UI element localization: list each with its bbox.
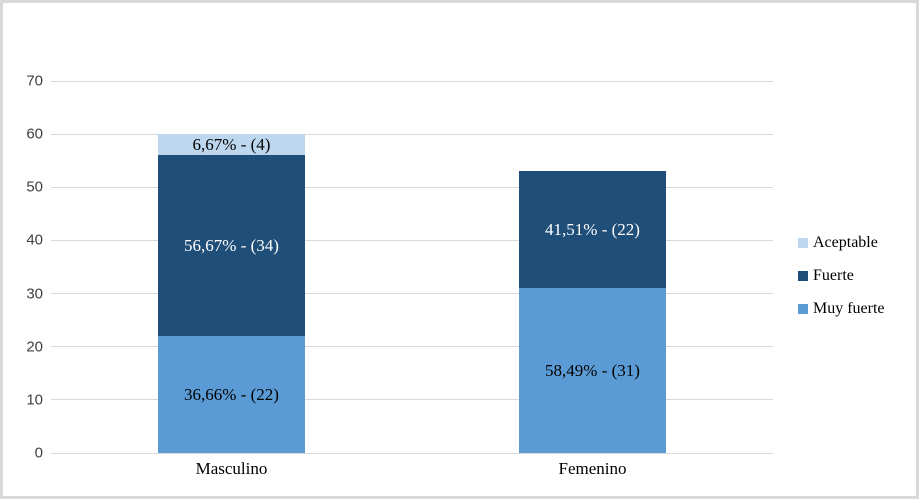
legend-swatch-icon [798, 271, 808, 281]
data-label: 6,67% - (4) [192, 135, 271, 155]
legend: Aceptable Fuerte Muy fuerte [798, 234, 885, 318]
gridline-0 [51, 452, 773, 454]
data-label: 41,51% - (22) [545, 220, 640, 240]
gridline-30 [51, 293, 773, 295]
gridline-50 [51, 186, 773, 188]
data-label: 36,66% - (22) [184, 385, 279, 405]
legend-item-muy-fuerte: Muy fuerte [798, 300, 885, 318]
data-label: 58,49% - (31) [545, 361, 640, 381]
y-axis-tick-label: 40 [26, 231, 43, 249]
gridline-60 [51, 133, 773, 135]
legend-swatch-icon [798, 304, 808, 314]
x-axis-category-label: Femenino [558, 459, 627, 478]
legend-label: Muy fuerte [813, 300, 885, 317]
y-axis-tick-label: 60 [26, 125, 43, 143]
gridline-70 [51, 80, 773, 82]
bar-segment-masculino-fuerte: 56,67% - (34) [158, 155, 305, 337]
gridline-40 [51, 239, 773, 241]
y-axis-tick-label: 70 [26, 72, 43, 90]
y-axis-tick-label: 30 [26, 285, 43, 303]
legend-swatch-icon [798, 238, 808, 248]
bar-segment-femenino-muy-fuerte: 58,49% - (31) [519, 288, 666, 453]
y-axis-tick-label: 0 [34, 444, 43, 462]
legend-label: Fuerte [813, 267, 854, 284]
plot-area: 36,66% - (22) 56,67% - (34) 6,67% - (4) 58,… [51, 80, 773, 454]
bar-segment-femenino-fuerte: 41,51% - (22) [519, 171, 666, 289]
gridline-20 [51, 346, 773, 348]
y-axis-tick-label: 10 [26, 391, 43, 409]
y-axis-tick-label: 20 [26, 338, 43, 356]
gridline-10 [51, 399, 773, 401]
legend-item-aceptable: Aceptable [798, 234, 885, 252]
y-axis-tick-label: 50 [26, 178, 43, 196]
legend-label: Aceptable [813, 234, 878, 251]
legend-item-fuerte: Fuerte [798, 267, 885, 285]
x-axis-category-label: Masculino [195, 459, 268, 478]
bar-segment-masculino-muy-fuerte: 36,66% - (22) [158, 336, 305, 453]
data-label: 56,67% - (34) [184, 236, 279, 256]
bar-segment-masculino-aceptable: 6,67% - (4) [158, 134, 305, 156]
